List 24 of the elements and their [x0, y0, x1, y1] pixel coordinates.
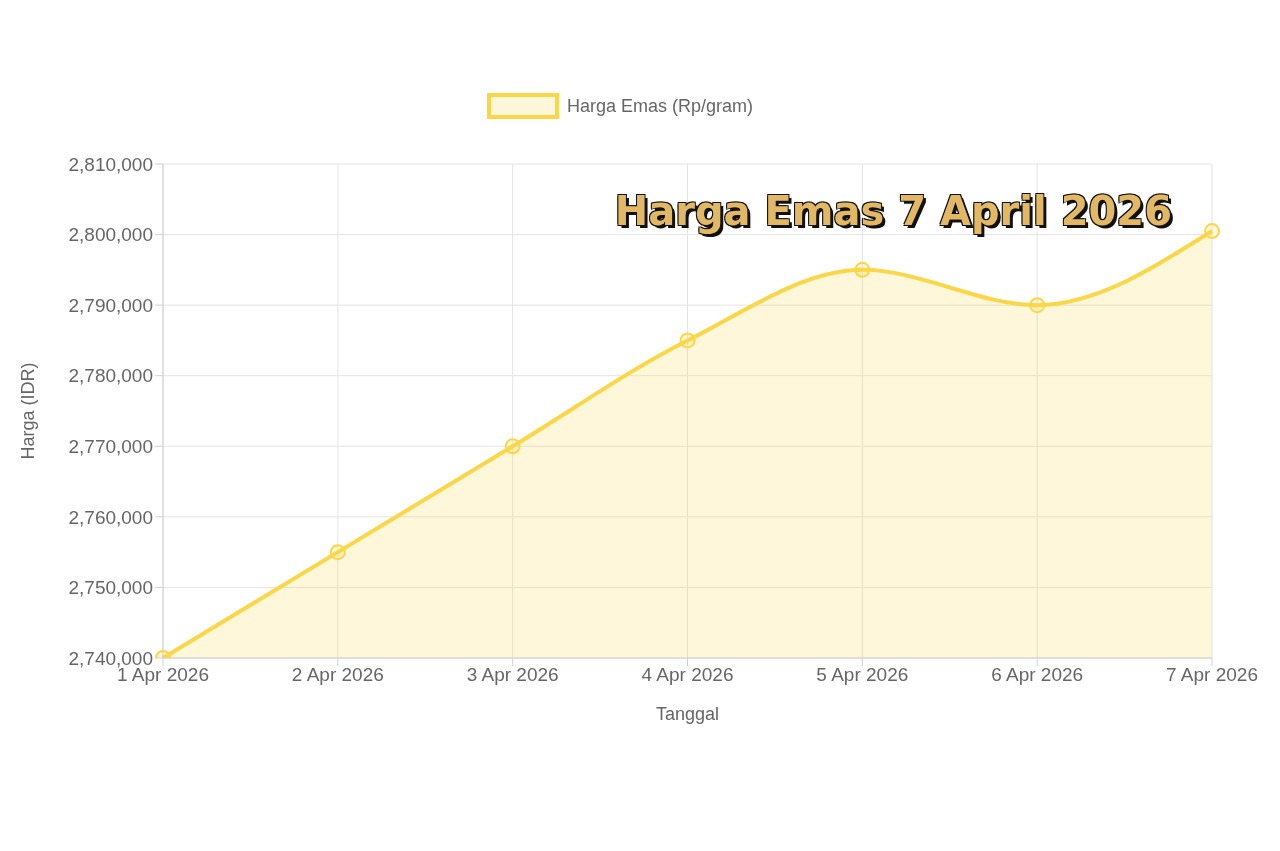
y-tick-label: 2,750,000	[68, 577, 153, 599]
y-tick-label: 2,810,000	[68, 153, 153, 175]
point	[854, 261, 871, 278]
point	[679, 332, 696, 349]
x-tick-label: 3 Apr 2026	[466, 664, 559, 686]
y-tick-label: 2,800,000	[68, 224, 153, 246]
x-tick-label: 6 Apr 2026	[991, 664, 1084, 686]
legend-label: Harga Emas (Rp/gram)	[566, 95, 754, 117]
y-tick-label: 2,770,000	[68, 436, 153, 458]
y-axis-title: Harga (IDR)	[18, 362, 39, 460]
point	[329, 544, 346, 561]
y-tick-label: 2,790,000	[68, 294, 153, 316]
x-tick-label: 5 Apr 2026	[816, 664, 909, 686]
x-axis-title: Tanggal	[655, 704, 720, 724]
y-tick-label: 2,740,000	[68, 647, 153, 669]
y-tick-label: 2,780,000	[68, 365, 153, 387]
point	[504, 438, 521, 455]
y-tick-label: 2,760,000	[68, 506, 153, 528]
x-tick-label: 2 Apr 2026	[291, 664, 384, 686]
x-tick-label: 7 Apr 2026	[1166, 664, 1258, 686]
text: Harga Emas 7 April 2026	[614, 188, 1172, 234]
point	[1029, 297, 1046, 314]
point	[1204, 223, 1220, 240]
x-tick-label: 4 Apr 2026	[641, 664, 734, 686]
